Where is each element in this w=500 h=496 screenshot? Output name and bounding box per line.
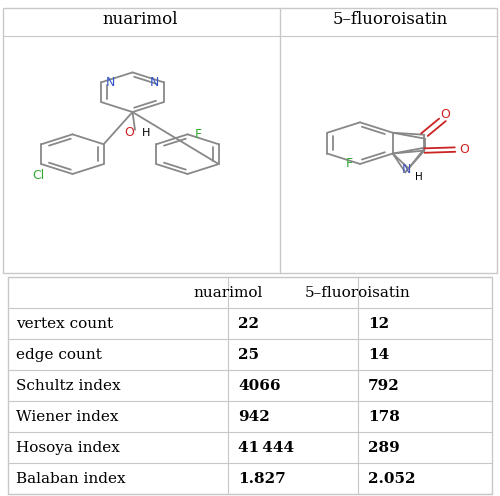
Text: 14: 14 <box>368 348 389 362</box>
Text: vertex count: vertex count <box>16 317 113 331</box>
Text: N: N <box>402 163 411 176</box>
Text: N: N <box>106 76 115 89</box>
Text: Cl: Cl <box>32 169 45 182</box>
Text: F: F <box>346 157 352 171</box>
Text: O: O <box>459 143 469 156</box>
Text: 22: 22 <box>238 317 259 331</box>
Text: 178: 178 <box>368 410 400 424</box>
Text: 792: 792 <box>368 378 400 393</box>
Text: 12: 12 <box>368 317 389 331</box>
Text: H: H <box>142 127 150 137</box>
Text: 4066: 4066 <box>238 378 281 393</box>
Text: Schultz index: Schultz index <box>16 378 120 393</box>
Text: O: O <box>124 126 134 139</box>
Text: Hosoya index: Hosoya index <box>16 440 120 454</box>
Text: edge count: edge count <box>16 348 102 362</box>
Text: 942: 942 <box>238 410 270 424</box>
Text: 289: 289 <box>368 440 400 454</box>
Text: 5–fluoroisatin: 5–fluoroisatin <box>305 286 411 300</box>
Text: 1.827: 1.827 <box>238 472 286 486</box>
Text: 5–fluoroisatin: 5–fluoroisatin <box>332 11 448 28</box>
Text: N: N <box>150 76 160 89</box>
Text: 25: 25 <box>238 348 259 362</box>
Text: 41 444: 41 444 <box>238 440 294 454</box>
Text: nuarimol: nuarimol <box>194 286 262 300</box>
Text: F: F <box>195 128 202 141</box>
Text: Balaban index: Balaban index <box>16 472 126 486</box>
Text: nuarimol: nuarimol <box>102 11 178 28</box>
Text: 2.052: 2.052 <box>368 472 416 486</box>
Text: Wiener index: Wiener index <box>16 410 118 424</box>
Text: H: H <box>414 172 422 182</box>
Text: O: O <box>440 108 450 121</box>
